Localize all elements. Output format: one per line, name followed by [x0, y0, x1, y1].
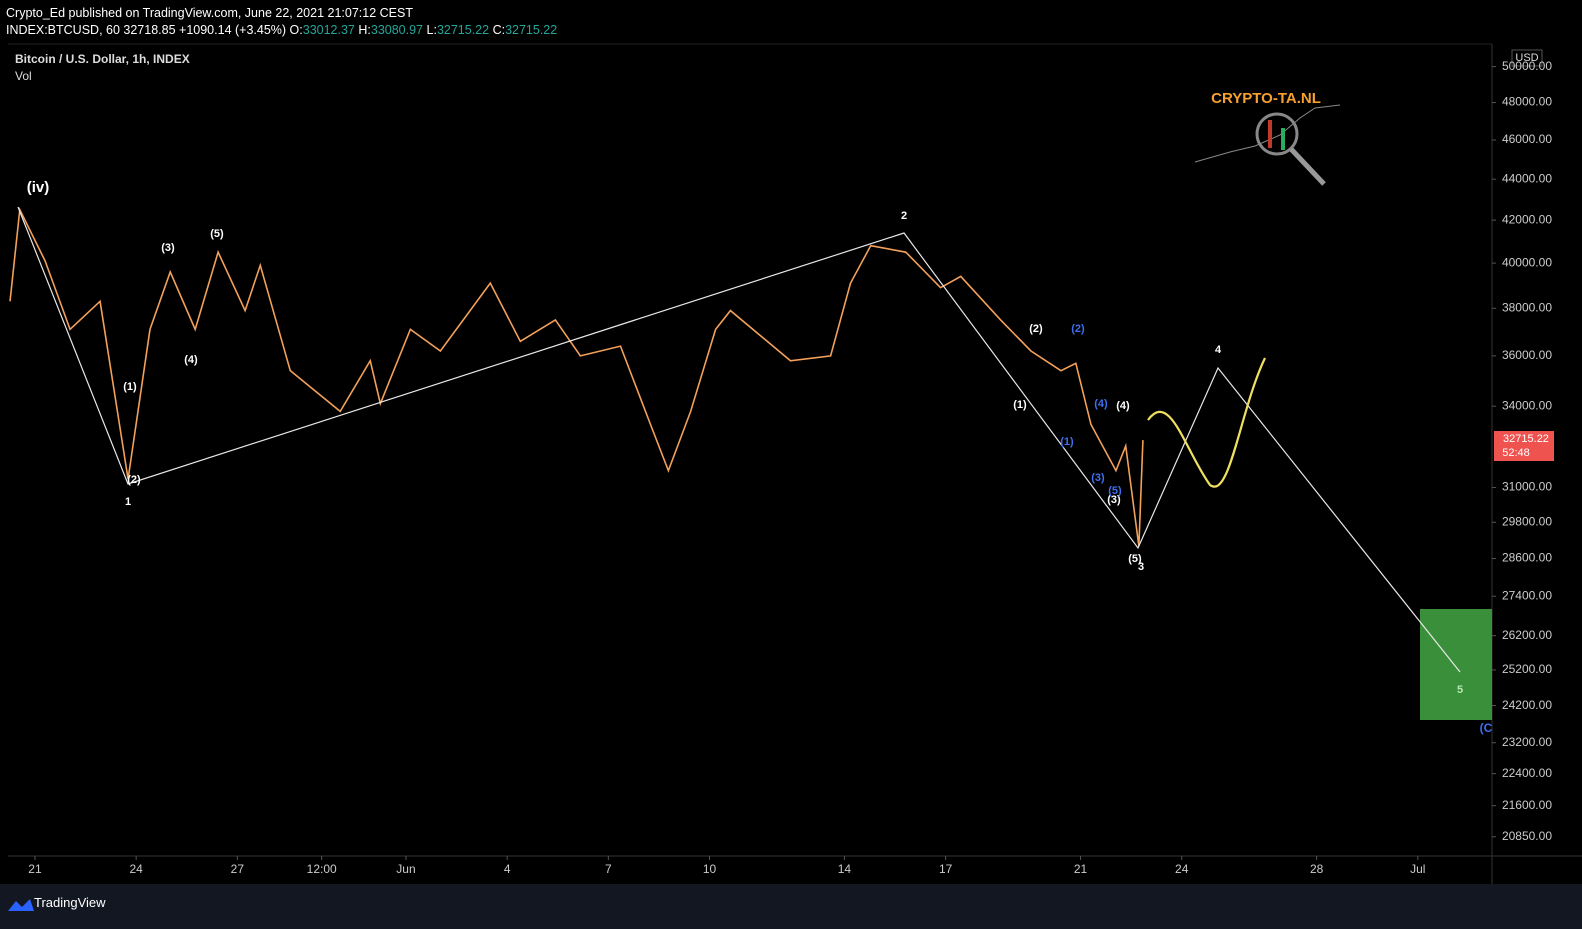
x-tick-label: 24 — [1175, 862, 1189, 876]
currency-box — [1511, 49, 1543, 67]
brand-icon — [8, 899, 34, 911]
x-tick-label: 24 — [129, 862, 143, 876]
last-price: 32715.22 — [1503, 433, 1549, 445]
logo-icon — [1194, 104, 1341, 186]
wave-label: (4) — [1094, 398, 1108, 410]
y-tick-label: 27400.00 — [1502, 588, 1552, 602]
wave-label: 4 — [1215, 344, 1222, 356]
y-tick-label: 22400.00 — [1502, 766, 1552, 780]
high: 33080.97 — [370, 23, 424, 37]
price: 32718.85 — [123, 23, 176, 37]
y-tick-label: 25200.00 — [1502, 662, 1552, 676]
y-tick-label: 36000.00 — [1502, 348, 1552, 362]
wave-label: (3) — [1091, 472, 1105, 484]
brand: TradingView — [34, 895, 106, 910]
wave-label: (2) — [127, 474, 141, 486]
x-tick-label: 14 — [838, 862, 852, 876]
x-tick-label: 7 — [605, 862, 612, 876]
c-label: C: — [492, 23, 506, 37]
projection-curve — [1147, 357, 1266, 488]
x-tick-label: Jun — [396, 862, 415, 876]
y-tick-label: 50000.00 — [1502, 59, 1552, 73]
wave-label: (1) — [1060, 436, 1074, 448]
y-tick-label: 34000.00 — [1502, 398, 1552, 412]
y-tick-label: 23200.00 — [1502, 735, 1552, 749]
y-tick-label: 42000.00 — [1502, 212, 1552, 226]
wave-label: (2) — [1071, 323, 1085, 335]
footer: TradingView — [0, 884, 1582, 929]
x-tick-label: 12:00 — [307, 862, 337, 876]
y-tick-label: 44000.00 — [1502, 171, 1552, 185]
price-tag — [1494, 431, 1554, 461]
wave-label: 2 — [901, 210, 907, 222]
h-label: H: — [358, 23, 371, 37]
y-tick-label: 48000.00 — [1502, 95, 1552, 109]
quote-line: INDEX:BTCUSD, 60 32718.85 +1090.14 (+3.4… — [6, 22, 557, 39]
x-tick-label: 17 — [939, 862, 953, 876]
l-label: L: — [426, 23, 437, 37]
y-tick-label: 21600.00 — [1502, 798, 1552, 812]
y-tick-label: 28600.00 — [1502, 551, 1552, 565]
volume-legend: Vol — [15, 69, 32, 83]
y-tick-label: 31000.00 — [1502, 480, 1552, 494]
wave-label: (2) — [1029, 323, 1043, 335]
y-tick-label: 40000.00 — [1502, 255, 1552, 269]
x-tick-label: 4 — [504, 862, 511, 876]
chart: Bitcoin / U.S. Dollar, 1h, INDEX Vol CRY… — [8, 43, 1582, 884]
wave-label: (4) — [1116, 400, 1130, 412]
y-tick-label: 20850.00 — [1502, 829, 1552, 843]
wave-label: (C — [1480, 721, 1493, 735]
wave-label: (3) — [1107, 494, 1121, 506]
low: 32715.22 — [436, 23, 490, 37]
wave-label: (1) — [1013, 399, 1027, 411]
publisher: Crypto_Ed published on TradingView.com, … — [6, 6, 413, 20]
o-label: O: — [289, 23, 303, 37]
logo-text: CRYPTO-TA.NL — [1211, 90, 1321, 107]
change: +1090.14 (+3.45%) — [179, 23, 287, 37]
wave-label: (1) — [123, 381, 137, 393]
x-tick-label: 21 — [1074, 862, 1088, 876]
wave-label: (3) — [161, 242, 175, 254]
target-zone — [1420, 609, 1492, 720]
x-tick-label: Jul — [1410, 862, 1425, 876]
wave-label: 3 — [1138, 561, 1144, 573]
y-tick-label: 24200.00 — [1502, 698, 1552, 712]
price-axis — [1492, 44, 1582, 884]
x-tick-label: 27 — [231, 862, 245, 876]
y-tick-label: 29800.00 — [1502, 514, 1552, 528]
x-tick-label: 21 — [28, 862, 42, 876]
wave-label: (5) — [210, 228, 224, 240]
wave-label: (5) — [1108, 485, 1122, 497]
x-tick-label: 28 — [1310, 862, 1324, 876]
currency: USD — [1515, 52, 1538, 64]
wave-label: (iv) — [27, 179, 50, 196]
wave-label: (5) — [1128, 553, 1142, 565]
x-tick-label: 10 — [703, 862, 717, 876]
y-tick-label: 26200.00 — [1502, 628, 1552, 642]
price-line — [9, 206, 1144, 547]
wave-label: 5 — [1457, 684, 1463, 696]
close: 32715.22 — [505, 23, 558, 37]
symbol: INDEX:BTCUSD, 60 — [6, 23, 120, 37]
wave-lines — [17, 206, 1461, 673]
wave-label: (4) — [184, 354, 198, 366]
series-legend: Bitcoin / U.S. Dollar, 1h, INDEX — [15, 52, 190, 66]
wave-label: 1 — [125, 496, 131, 508]
open: 33012.37 — [302, 23, 355, 37]
y-tick-label: 38000.00 — [1502, 300, 1552, 314]
y-tick-label: 46000.00 — [1502, 132, 1552, 146]
header: Crypto_Ed published on TradingView.com, … — [6, 5, 557, 39]
countdown: 52:48 — [1502, 447, 1530, 459]
